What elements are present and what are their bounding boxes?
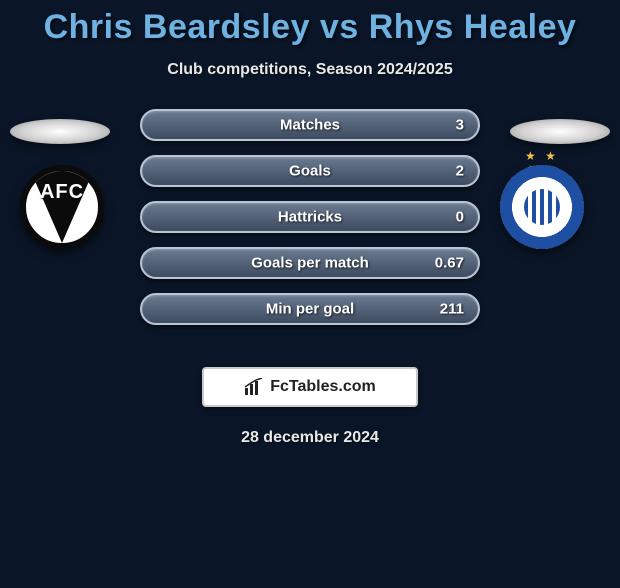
stat-value-right: 2 <box>456 163 464 180</box>
subtitle: Club competitions, Season 2024/2025 <box>0 61 620 79</box>
pedestal-left <box>10 119 110 144</box>
comparison-stage: AFC ★ ★ ★ Matches 3 Goals 2 Hattricks 0 … <box>0 109 620 349</box>
snapshot-date: 28 december 2024 <box>0 429 620 447</box>
pedestal-right <box>510 119 610 144</box>
crest-left-letters: AFC <box>40 181 84 204</box>
crest-right-icon <box>500 165 584 249</box>
brand-text: FcTables.com <box>270 378 376 396</box>
stat-label: Min per goal <box>266 301 354 318</box>
crest-left-icon: AFC <box>20 165 104 249</box>
stat-label: Matches <box>280 117 340 134</box>
stat-bars: Matches 3 Goals 2 Hattricks 0 Goals per … <box>140 109 480 339</box>
stat-bar-goals-per-match: Goals per match 0.67 <box>140 247 480 279</box>
stat-bar-matches: Matches 3 <box>140 109 480 141</box>
team-badge-left: AFC <box>20 165 120 265</box>
stat-label: Goals per match <box>251 255 369 272</box>
stat-label: Hattricks <box>278 209 342 226</box>
stat-value-right: 211 <box>440 301 464 318</box>
team-badge-right: ★ ★ ★ <box>500 165 600 265</box>
stat-label: Goals <box>289 163 331 180</box>
stat-value-right: 0 <box>456 209 464 226</box>
stat-bar-min-per-goal: Min per goal 211 <box>140 293 480 325</box>
page-title: Chris Beardsley vs Rhys Healey <box>0 8 620 47</box>
stat-bar-hattricks: Hattricks 0 <box>140 201 480 233</box>
stat-value-right: 3 <box>456 117 464 134</box>
stat-bar-goals: Goals 2 <box>140 155 480 187</box>
brand-box: FcTables.com <box>202 367 418 407</box>
stat-value-right: 0.67 <box>435 255 464 272</box>
bar-chart-icon <box>244 378 264 396</box>
